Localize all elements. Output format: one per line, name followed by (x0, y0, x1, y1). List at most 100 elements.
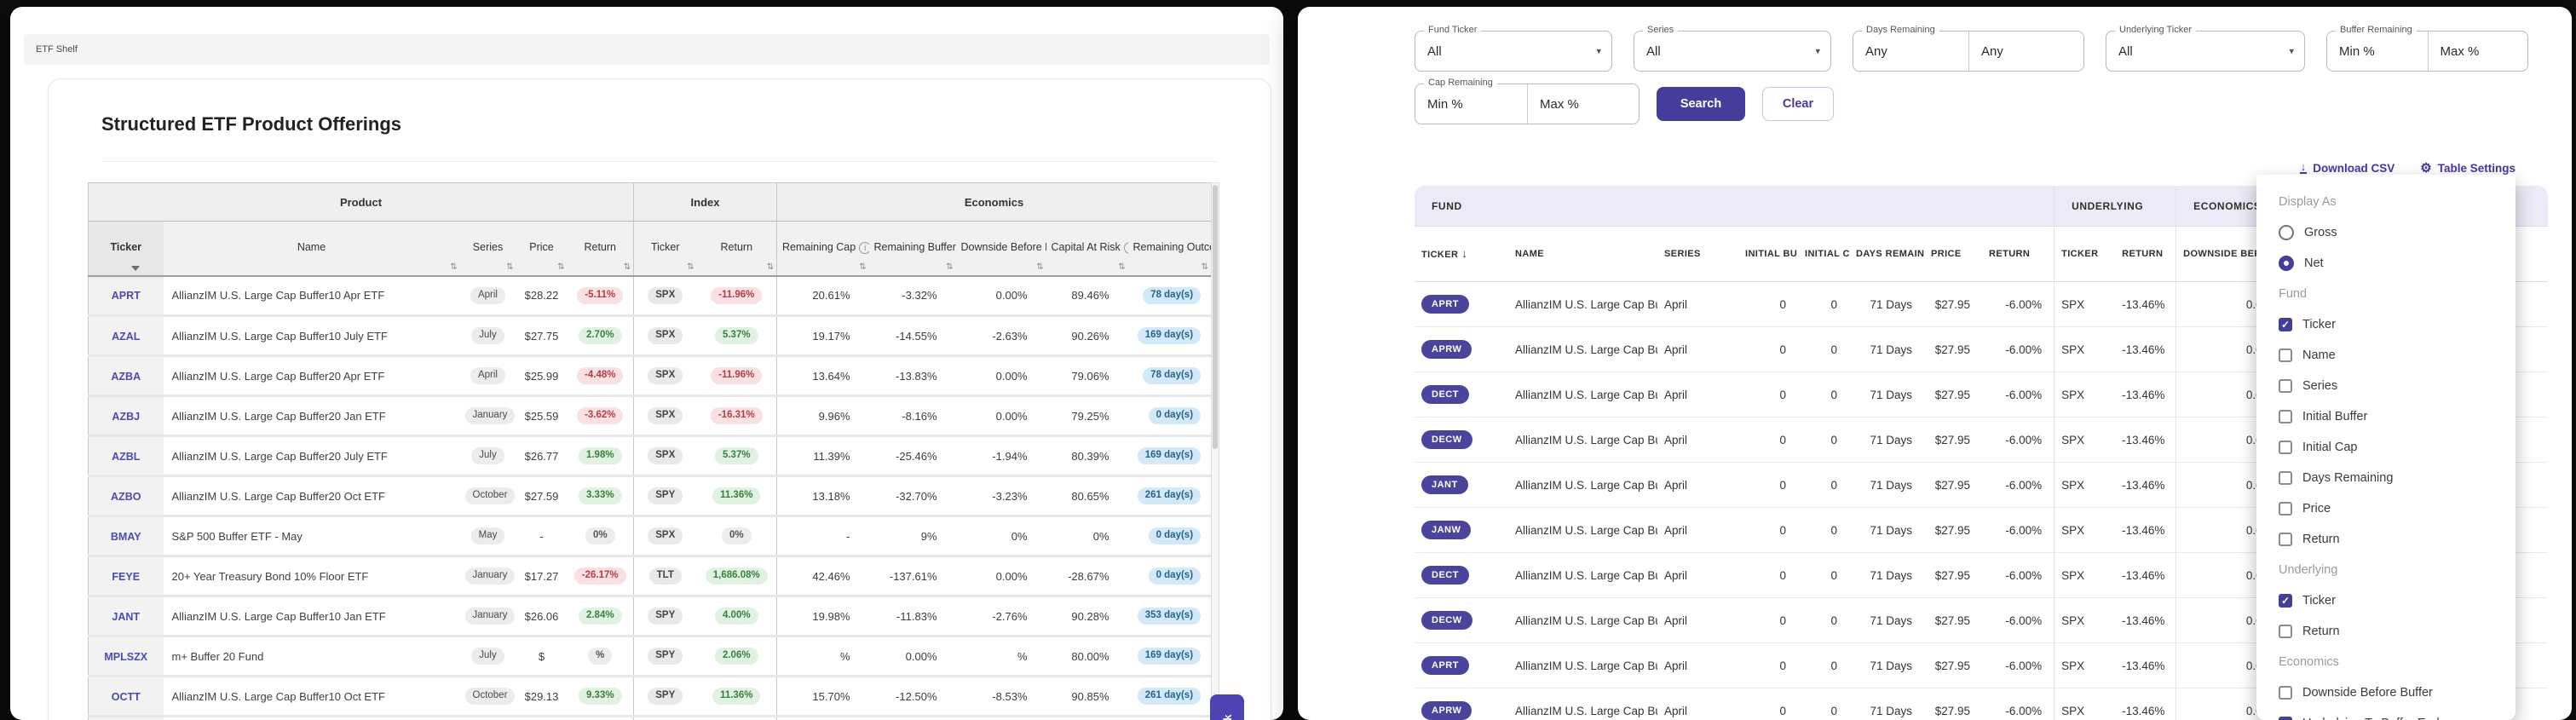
fund-ticker-pill[interactable]: APRW (1421, 701, 1472, 720)
fund-ticker-pill[interactable]: APRW (1421, 340, 1472, 359)
filter-days-remaining[interactable]: Days Remaining Any Any (1853, 25, 2084, 72)
sort-icon[interactable]: ⇅ (946, 262, 954, 272)
checkbox-unchecked-icon[interactable] (2279, 471, 2292, 485)
max-input[interactable]: Max % (1527, 84, 1639, 124)
column-header-remaining-cap[interactable]: Remaining Cap i ⇅ (776, 221, 869, 277)
min-input[interactable]: Any (1865, 43, 1887, 59)
filter-series[interactable]: Series All ▾ (1634, 25, 1831, 72)
radio-checked-icon[interactable] (2279, 256, 2294, 271)
column-header-ticker[interactable]: TICKER ↓ (1415, 227, 1508, 282)
chevron-down-icon[interactable]: ▾ (1596, 46, 1601, 57)
etf-ticker-link[interactable]: APRT (111, 290, 141, 302)
fund-ticker-pill[interactable]: JANW (1421, 521, 1472, 539)
etf-ticker-link[interactable]: FEYE (112, 570, 141, 583)
etf-ticker-link[interactable]: AZBL (112, 450, 141, 463)
table-settings-button[interactable]: ⚙ Table Settings (2420, 162, 2515, 175)
checkbox-unchecked-icon[interactable] (2279, 533, 2292, 546)
search-button[interactable]: Search (1657, 87, 1745, 121)
sort-icon[interactable]: ⇅ (766, 262, 775, 272)
chevron-down-icon[interactable]: ▾ (2289, 46, 2294, 57)
etf-ticker-link[interactable]: BMAY (110, 530, 141, 543)
sort-icon[interactable]: ⇅ (859, 262, 867, 272)
fund-ticker-pill[interactable]: DECT (1421, 566, 1469, 585)
sort-icon[interactable]: ⇅ (623, 262, 631, 272)
settings-option-return[interactable]: Return (2256, 524, 2515, 555)
column-header-capital-at-risk[interactable]: Capital At Riski⇅ (1046, 221, 1128, 277)
table-scrollbar[interactable] (1211, 182, 1219, 720)
max-input[interactable]: Any (1968, 32, 2083, 71)
scrollbar-thumb[interactable] (1213, 185, 1218, 449)
settings-option-series[interactable]: Series (2256, 371, 2515, 401)
etf-ticker-link[interactable]: AZBJ (112, 410, 141, 423)
settings-option-days-remaining[interactable]: Days Remaining (2256, 463, 2515, 493)
etf-ticker-link[interactable]: JANT (112, 610, 141, 623)
filter-fund-ticker[interactable]: Fund Ticker All ▾ (1415, 25, 1612, 72)
etf-ticker-link[interactable]: AZAL (112, 330, 141, 343)
fund-ticker-pill[interactable]: DECW (1421, 611, 1472, 630)
sort-icon[interactable]: ⇅ (1201, 262, 1209, 272)
filter-buffer-remaining[interactable]: Buffer Remaining Min % Max % (2326, 25, 2528, 72)
column-header-return[interactable]: Return ⇅ (567, 221, 634, 277)
fund-ticker-pill[interactable]: DECT (1421, 385, 1469, 404)
settings-option-underlying-to-buffer-end[interactable]: ✓ Underlying To Buffer End (2256, 708, 2515, 720)
column-header-ticker[interactable]: TICKER (2054, 227, 2116, 282)
etf-ticker-link[interactable]: AZBO (111, 490, 141, 503)
info-icon[interactable]: i (859, 242, 869, 255)
checkbox-unchecked-icon[interactable] (2279, 686, 2292, 700)
checkbox-unchecked-icon[interactable] (2279, 410, 2292, 423)
column-header-days-remaining[interactable]: DAYS REMAINING (1849, 227, 1924, 282)
column-header-return[interactable]: RETURN (1982, 227, 2054, 282)
min-input[interactable]: Min % (2339, 43, 2375, 59)
etf-ticker-link[interactable]: OCTT (111, 690, 141, 703)
column-header-name[interactable]: NAME (1508, 227, 1657, 282)
checkbox-unchecked-icon[interactable] (2279, 502, 2292, 516)
settings-option-name[interactable]: Name (2256, 340, 2515, 371)
sort-icon[interactable]: ⇅ (687, 262, 694, 272)
max-input[interactable]: Max % (2427, 32, 2528, 71)
settings-option-return[interactable]: Return (2256, 616, 2515, 647)
column-header-return[interactable]: Return ⇅ (696, 221, 777, 277)
sort-desc-icon[interactable]: ↓ (1458, 247, 1468, 261)
column-header-downside-before-buffer[interactable]: Downside Before Bufferi⇅ (955, 221, 1046, 277)
checkbox-unchecked-icon[interactable] (2279, 441, 2292, 454)
etf-ticker-link[interactable]: AZBA (111, 370, 141, 383)
column-header-remaining-buffer[interactable]: Remaining Bufferi⇅ (868, 221, 956, 277)
column-header-ticker[interactable]: Ticker (88, 221, 164, 277)
sort-icon[interactable]: ⇅ (1118, 262, 1126, 272)
column-header-series[interactable]: SERIES (1657, 227, 1738, 282)
chevron-down-icon[interactable]: ▾ (1815, 46, 1820, 57)
sort-icon[interactable]: ⇅ (506, 262, 514, 272)
fund-ticker-pill[interactable]: DECW (1421, 430, 1472, 449)
settings-option-initial-cap[interactable]: Initial Cap (2256, 432, 2515, 463)
checkbox-unchecked-icon[interactable] (2279, 625, 2292, 638)
column-header-name[interactable]: Name ⇅ (163, 221, 460, 277)
sort-icon[interactable]: ⇅ (557, 262, 565, 272)
sort-icon[interactable]: ⇅ (450, 262, 458, 272)
settings-option-initial-buffer[interactable]: Initial Buffer (2256, 401, 2515, 432)
column-header-return[interactable]: RETURN (2115, 227, 2176, 282)
filter-icon[interactable] (130, 265, 140, 271)
fund-ticker-pill[interactable]: APRT (1421, 656, 1469, 675)
filter-cap-remaining[interactable]: Cap Remaining Min % Max % (1415, 78, 1640, 124)
column-header-remaining-outcome-period[interactable]: Remaining Outcome Period ⇅ (1127, 221, 1212, 277)
column-header-initial-buffer[interactable]: INITIAL BUFFER (1738, 227, 1798, 282)
checkbox-unchecked-icon[interactable] (2279, 379, 2292, 393)
filter-underlying-ticker[interactable]: Underlying Ticker All ▾ (2106, 25, 2305, 72)
feedback-button[interactable]: Feedback (1210, 694, 1244, 720)
etf-ticker-link[interactable]: MPLSZX (104, 650, 148, 663)
column-header-price[interactable]: Price ⇅ (516, 221, 568, 277)
min-input[interactable]: Min % (1427, 96, 1463, 112)
settings-option-ticker[interactable]: ✓ Ticker (2256, 585, 2515, 616)
settings-option-price[interactable]: Price (2256, 493, 2515, 524)
fund-ticker-pill[interactable]: JANT (1421, 475, 1468, 494)
checkbox-checked-icon[interactable]: ✓ (2279, 318, 2292, 331)
download-csv-button[interactable]: ↓ Download CSV (2299, 161, 2394, 175)
column-header-initial-cap[interactable]: INITIAL CAP (1798, 227, 1849, 282)
clear-button[interactable]: Clear (1762, 87, 1834, 121)
fund-ticker-pill[interactable]: APRT (1421, 295, 1469, 314)
settings-option-net[interactable]: Net (2256, 248, 2515, 279)
settings-option-downside-before-buffer[interactable]: Downside Before Buffer (2256, 677, 2515, 708)
settings-option-gross[interactable]: Gross (2256, 217, 2515, 248)
column-header-price[interactable]: PRICE (1924, 227, 1982, 282)
column-header-series[interactable]: Series ⇅ (459, 221, 516, 277)
